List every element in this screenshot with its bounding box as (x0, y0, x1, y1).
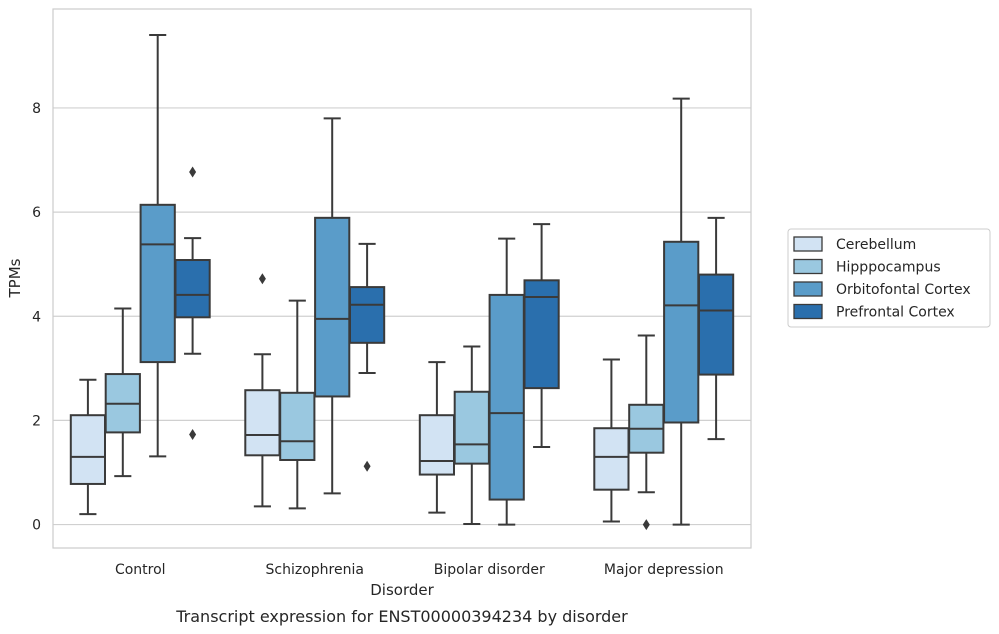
box-prefrontal-cortex (348, 242, 386, 472)
outlier-point (189, 166, 197, 178)
iqr-box (418, 414, 456, 476)
box-cerebellum (418, 361, 456, 514)
legend-swatch (793, 281, 823, 297)
legend-label: Prefrontal Cortex (836, 305, 955, 321)
outlier-point (189, 428, 197, 440)
box-hipppocampus (279, 299, 316, 510)
iqr-box (174, 259, 211, 319)
y-axis-label: TPMs (6, 258, 24, 298)
legend-label: Hipppocampus (836, 260, 941, 276)
y-tick-label: 6 (32, 205, 41, 221)
x-tick-label: Major depression (604, 562, 724, 578)
iqr-box (314, 216, 351, 398)
box-cerebellum (69, 378, 107, 516)
iqr-box (697, 273, 735, 376)
iqr-box (488, 293, 525, 501)
box-hipppocampus (628, 334, 665, 531)
box-prefrontal-cortex (697, 216, 735, 441)
box-orbitofontal-cortex (488, 237, 525, 526)
box-orbitofontal-cortex (663, 97, 700, 526)
y-tick-label: 8 (32, 101, 41, 117)
y-tick-label: 0 (32, 518, 41, 534)
x-axis-label: Disorder (370, 581, 434, 599)
iqr-box (69, 414, 107, 485)
iqr-box (523, 279, 560, 390)
iqr-box (244, 389, 281, 457)
iqr-box (348, 286, 386, 344)
iqr-box (453, 390, 490, 465)
box-hipppocampus (104, 307, 141, 478)
box-cerebellum (593, 358, 630, 523)
legend-swatch (793, 258, 823, 275)
x-tick-label: Schizophrenia (266, 562, 364, 578)
y-tick-label: 4 (32, 309, 41, 325)
axis-ticks: 0 2 4 6 8 Control Schizophrenia Bipolar disorde… (32, 101, 724, 578)
legend-label: Cerebellum (836, 237, 916, 253)
outlier-point (642, 519, 650, 531)
box-orbitofontal-cortex (314, 117, 351, 495)
legend-label: Orbitofontal Cortex (836, 282, 971, 298)
plot-frame (52, 8, 752, 549)
legend-frame (787, 228, 991, 328)
chart-caption: Transcript expression for ENST0000039423… (175, 607, 628, 626)
legend-swatch (793, 236, 823, 252)
outlier-point (363, 460, 371, 472)
iqr-box (593, 427, 630, 491)
legend: Cerebellum Hipppocampus Orbitofontal Corte… (787, 228, 991, 328)
x-tick-label: Control (115, 562, 166, 578)
x-tick-label: Bipolar disorder (434, 562, 545, 578)
box-series (69, 34, 735, 531)
legend-swatch (793, 303, 823, 320)
box-prefrontal-cortex (523, 223, 560, 448)
y-tick-label: 2 (32, 413, 41, 429)
iqr-box (663, 240, 700, 424)
outlier-point (258, 273, 266, 285)
box-prefrontal-cortex (174, 166, 211, 440)
iqr-box (279, 391, 316, 461)
iqr-box (139, 203, 176, 364)
